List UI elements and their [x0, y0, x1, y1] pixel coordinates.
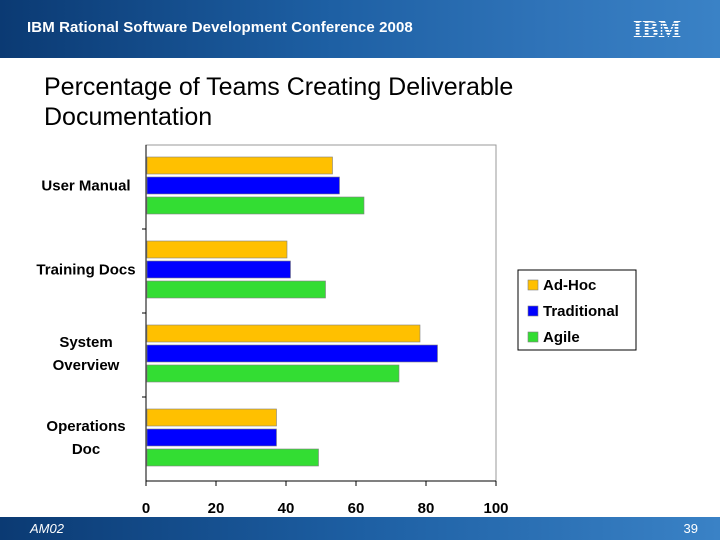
- category-label: System: [59, 334, 112, 351]
- category-label: Overview: [53, 357, 120, 374]
- footer-bar: AM02 39: [0, 517, 720, 540]
- x-tick-label: 100: [483, 500, 508, 515]
- legend-label: Ad-Hoc: [543, 277, 596, 294]
- bar-agile-1: [146, 280, 326, 299]
- ibm-logo-icon: IBM: [633, 17, 681, 41]
- bar-agile-0: [146, 196, 365, 215]
- bar-traditional-1: [146, 260, 291, 279]
- category-label: Operations: [46, 418, 125, 435]
- bar-ad-hoc-1: [146, 240, 288, 259]
- session-code: AM02: [30, 521, 64, 536]
- bar-ad-hoc-2: [146, 324, 421, 343]
- conference-title: IBM Rational Software Development Confer…: [27, 19, 413, 36]
- ibm-logo-text: IBM: [633, 17, 681, 41]
- bar-traditional-3: [146, 428, 277, 447]
- legend-label: Agile: [543, 329, 580, 346]
- legend-swatch-ad-hoc: [527, 279, 539, 291]
- x-tick-label: 0: [142, 500, 150, 515]
- legend-label: Traditional: [543, 303, 619, 320]
- header-banner: IBM Rational Software Development Confer…: [0, 0, 720, 58]
- bar-ad-hoc-0: [146, 156, 333, 175]
- x-tick-label: 20: [208, 500, 225, 515]
- x-tick-label: 40: [278, 500, 295, 515]
- page-number: 39: [683, 521, 698, 536]
- bar-ad-hoc-3: [146, 408, 277, 427]
- bar-traditional-0: [146, 176, 340, 195]
- legend-swatch-agile: [527, 331, 539, 343]
- category-label: User Manual: [41, 178, 130, 195]
- bar-traditional-2: [146, 344, 438, 363]
- bar-chart: User Manual Training Docs System Overview Op…: [36, 144, 637, 515]
- x-tick-label: 80: [418, 500, 435, 515]
- legend-swatch-traditional: [527, 305, 539, 317]
- category-label: Training Docs: [36, 262, 135, 279]
- category-label: Doc: [72, 441, 100, 458]
- x-tick-label: 60: [348, 500, 365, 515]
- bar-agile-2: [146, 364, 400, 383]
- slide-title: Percentage of Teams Creating Deliverable…: [44, 73, 514, 131]
- bar-agile-3: [146, 448, 319, 467]
